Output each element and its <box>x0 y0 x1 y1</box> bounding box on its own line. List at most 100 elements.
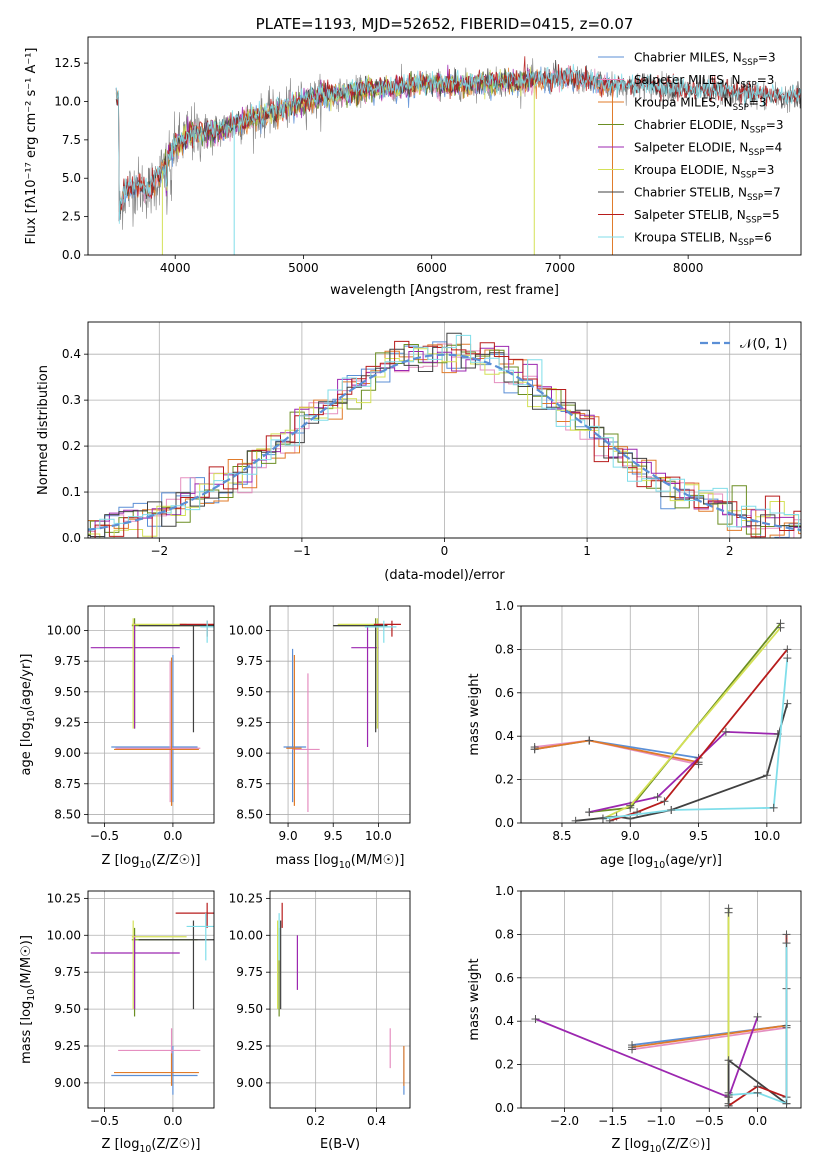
x-tick-label: 10.0 <box>753 829 780 843</box>
legend-label-3-sub: SSP <box>750 126 766 136</box>
weight-vs-age-marker-6-5 <box>783 699 792 708</box>
weight-vs-Z-x-axis-label: Z [log10(Z/Z☉)] <box>612 1137 711 1155</box>
legend-label-4-tail: =4 <box>765 141 783 155</box>
residual-legend: 𝒩(0, 1) <box>700 337 787 352</box>
y-tick-label: 9.50 <box>236 685 263 699</box>
x-tick-label: 6000 <box>416 261 447 275</box>
age-vs-mass-axes: 9.0 9.5 10.0 8.50 8.75 9.00 9.25 9.50 9.75 10.00 <box>229 605 411 843</box>
legend-label-3-main: Chabrier ELODIE, N <box>634 118 750 132</box>
legend-label-6: Chabrier STELIB, NSSP=7 <box>634 186 781 204</box>
mass-vs-Z-frame <box>87 890 215 1109</box>
weight-vs-age-marker-8-3 <box>783 654 792 663</box>
age-vs-Z-y-axis-label-main: age [log <box>19 722 34 775</box>
x-tick-label: 9.5 <box>689 829 708 843</box>
weight-vs-Z-marker-2-0 <box>628 1043 637 1052</box>
weight-vs-Z-marker-8-3 <box>782 939 791 948</box>
y-tick-label: 9.25 <box>236 1039 263 1053</box>
mass-vs-Z-x-axis-label: Z [log10(Z/Z☉)] <box>102 1137 201 1155</box>
x-tick-label: −0.5 <box>695 1114 724 1128</box>
mass-vs-Z-axes: −0.5 0.0 9.00 9.25 9.50 9.75 10.00 10.25 <box>47 890 215 1128</box>
age-vs-Z-x-axis-label-sub: 10 <box>139 860 151 871</box>
y-tick-label: 9.25 <box>236 715 263 729</box>
weight-vs-Z-marker-4-2 <box>753 1012 762 1021</box>
errorbar-5 <box>131 920 187 1010</box>
x-tick-label: 9.0 <box>621 829 640 843</box>
y-tick-label: 9.75 <box>236 965 263 979</box>
y-tick-label: 0.2 <box>495 773 514 787</box>
y-tick-label: 9.75 <box>54 654 81 668</box>
weight-vs-Z-marker-8-0 <box>724 1090 733 1099</box>
y-tick-label: 9.00 <box>54 1076 81 1090</box>
weight-vs-age-marker-4-0 <box>585 808 594 817</box>
errorbar-0 <box>111 655 198 803</box>
y-tick-label: 1.0 <box>495 884 514 898</box>
errorbar-4 <box>351 624 379 747</box>
y-tick-label: 0.2 <box>62 439 81 453</box>
x-tick-label: 0.0 <box>163 829 182 843</box>
weight-vs-Z-x-axis-label-tail: (Z/Z☉)] <box>661 1137 710 1152</box>
chart-title: PLATE=1193, MJD=52652, FIBERID=0415, z=0… <box>256 15 634 33</box>
y-tick-label: 10.25 <box>229 891 263 905</box>
x-tick-label: −1.5 <box>598 1114 627 1128</box>
y-tick-label: 9.50 <box>54 685 81 699</box>
errorbar-3 <box>131 618 201 729</box>
residuals-plot-area <box>88 332 801 538</box>
residual-histogram-5 <box>88 348 801 538</box>
x-tick-label: 0.0 <box>163 1114 182 1128</box>
y-tick-label: 9.25 <box>54 715 81 729</box>
legend-label-5-sub: SSP <box>741 171 757 181</box>
weight-vs-age-marker-8-2 <box>769 803 778 812</box>
legend-label-4-sub: SSP <box>748 148 764 158</box>
weight-vs-Z-series-line-1 <box>631 1026 787 1051</box>
y-tick-label: 0.8 <box>495 642 514 656</box>
legend-label-2: Kroupa MILES, NSSP=3 <box>634 96 767 114</box>
legend-label-2-main: Kroupa MILES, N <box>634 96 733 110</box>
y-tick-label: 8.75 <box>54 777 81 791</box>
legend-label-6-tail: =7 <box>763 186 781 200</box>
legend-label-3: Chabrier ELODIE, NSSP=3 <box>634 118 783 136</box>
weight-vs-Z-marker-6-1 <box>724 1056 733 1065</box>
weight-vs-age-marker-8-0 <box>598 814 607 823</box>
age-vs-mass-frame <box>269 605 411 824</box>
age-vs-mass-x-axis-label: mass [log10(M/M☉)] <box>276 853 405 871</box>
weight-vs-age-series-line-4 <box>589 730 778 813</box>
x-axis-label: wavelength [Angstrom, rest frame] <box>330 283 559 298</box>
weight-vs-age-marker-2-0 <box>530 745 539 754</box>
y-tick-label: 0.0 <box>495 1101 514 1115</box>
legend-label-2-sub: SSP <box>733 103 749 113</box>
y-tick-label: 9.75 <box>54 965 81 979</box>
mass-vs-EBV-x-axis-label-main: E(B-V) <box>320 1137 360 1152</box>
weight-vs-Z-marker-8-2 <box>782 1099 791 1108</box>
errorbar-5 <box>131 618 187 729</box>
errorbar-8 <box>200 620 214 643</box>
y-tick-label: 9.00 <box>236 1076 263 1090</box>
legend-label-8: Kroupa STELIB, NSSP=6 <box>634 231 772 249</box>
residuals-axes: −2 −1 0 1 2 0.0 0.1 0.2 0.3 0.4 𝒩(0, 1) <box>62 321 802 558</box>
y-tick-label: 0.0 <box>62 531 81 545</box>
y-tick-label: 0.3 <box>62 393 81 407</box>
mass-vs-Z-x-axis-label-sub: 10 <box>139 1144 151 1155</box>
normal-reference-curve <box>88 353 801 531</box>
x-tick-label: 1 <box>583 544 591 558</box>
spectrum-plot-area <box>115 56 801 255</box>
weight-vs-age-series-line-3 <box>589 622 782 813</box>
mass-vs-Z-x-axis-label-main: Z [log <box>102 1137 140 1152</box>
mass-vs-EBV-plot-area <box>277 902 405 1095</box>
errorbar-2 <box>114 1053 199 1086</box>
x-tick-label: −1.0 <box>646 1114 675 1128</box>
y-tick-label: 10.0 <box>54 94 81 108</box>
age-vs-mass-x-axis-label-main: mass [log <box>276 853 339 868</box>
mass-vs-Z-y-axis-label-main: mass [log <box>19 1001 34 1064</box>
y-tick-label: 10.25 <box>47 891 81 905</box>
y-tick-label: 9.00 <box>54 746 81 760</box>
weight-vs-age-marker-6-0 <box>571 816 580 823</box>
age-vs-Z-x-axis-label: Z [log10(Z/Z☉)] <box>102 853 201 871</box>
y-tick-label: 0.6 <box>495 686 514 700</box>
legend-label-8-main: Kroupa STELIB, N <box>634 231 738 245</box>
legend-label-1-sub: SSP <box>741 81 757 91</box>
model-spectrum-8 <box>115 64 801 224</box>
legend-label-5-tail: =3 <box>757 163 775 177</box>
y-tick-label: 0.0 <box>62 248 81 262</box>
y-tick-label: 8.50 <box>54 807 81 821</box>
